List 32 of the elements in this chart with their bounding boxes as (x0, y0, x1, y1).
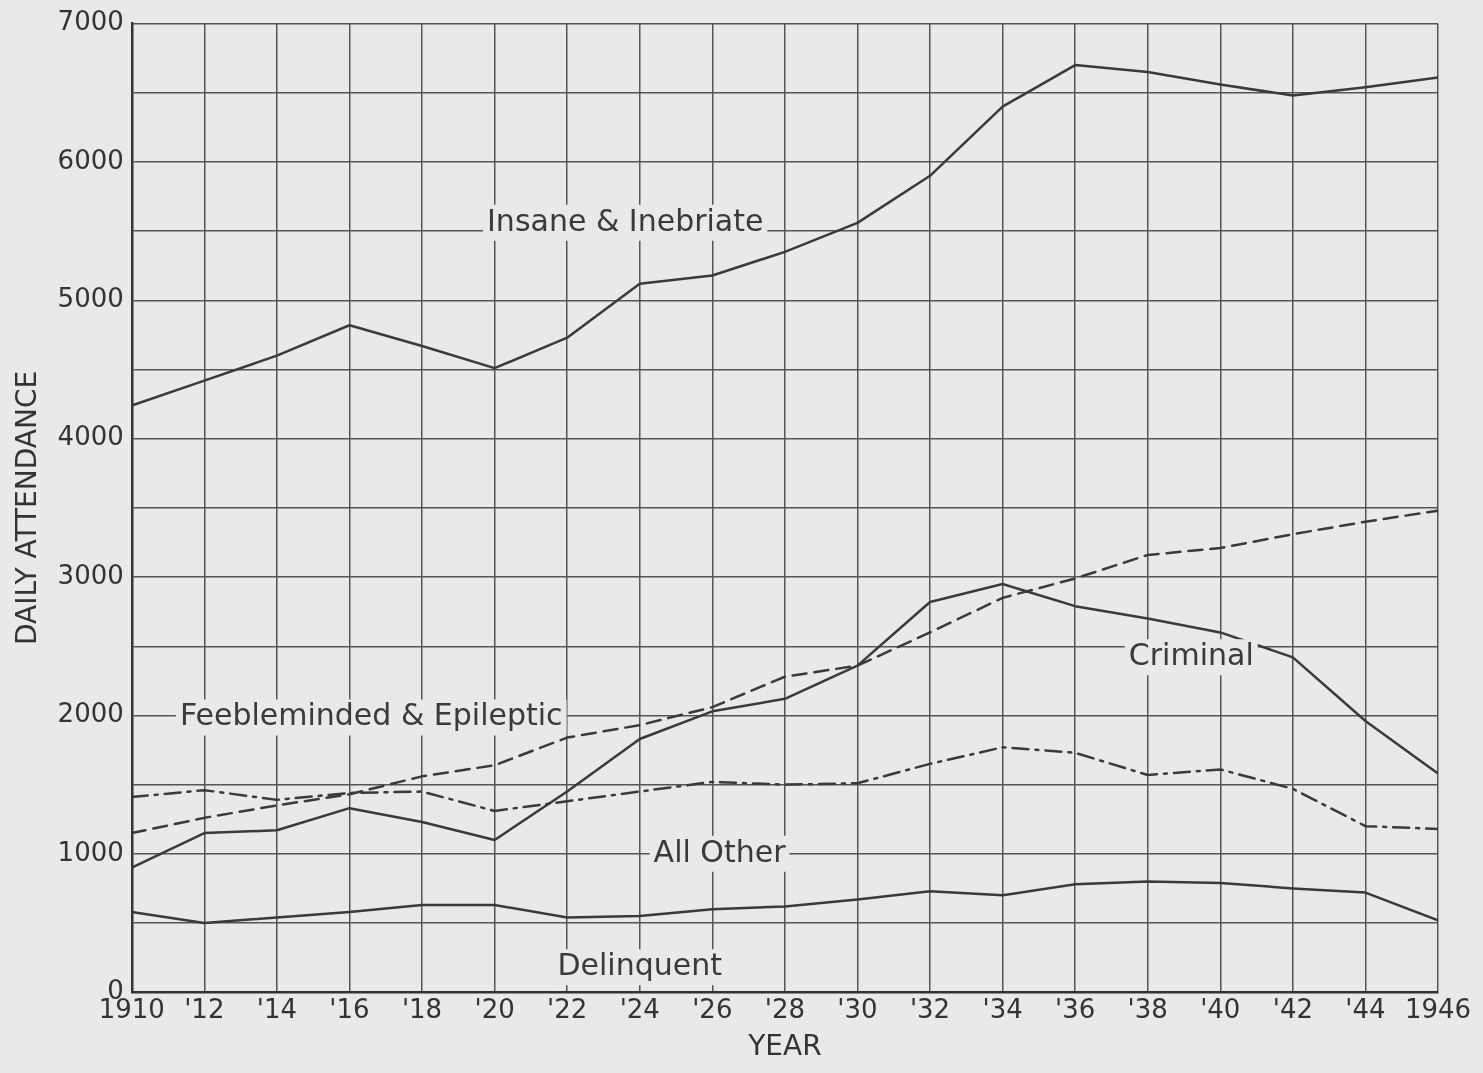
y-tick-label: 3000 (57, 559, 124, 590)
series-label: Delinquent (557, 947, 723, 983)
x-tick-label: '42 (1272, 993, 1313, 1024)
x-tick-label: '28 (764, 993, 805, 1024)
x-tick-label: '14 (256, 993, 298, 1024)
x-tick-label: '22 (547, 993, 588, 1024)
x-tick-label: '44 (1345, 993, 1386, 1024)
x-tick-label: '40 (1200, 993, 1241, 1024)
series-label: Feebleminded & Epileptic (179, 697, 563, 733)
x-tick-label: '30 (837, 993, 878, 1024)
series-label: Criminal (1128, 637, 1254, 673)
x-tick-label: '12 (184, 993, 225, 1024)
x-tick-label: '20 (474, 993, 515, 1024)
x-tick-label: 1946 (1404, 993, 1472, 1024)
x-tick-label: '24 (619, 993, 660, 1024)
x-tick-label: '16 (329, 993, 370, 1024)
y-tick-label: 7000 (57, 6, 124, 37)
y-tick-label: 2000 (57, 698, 124, 729)
y-tick-label: 6000 (57, 144, 124, 175)
y-axis-title: DAILY ATTENDANCE (10, 370, 44, 645)
x-tick-label: '26 (692, 993, 733, 1024)
series-label: All Other (653, 833, 787, 869)
x-tick-label: '18 (401, 993, 443, 1024)
x-tick-label: '32 (909, 993, 951, 1024)
x-tick-label: '36 (1055, 993, 1096, 1024)
x-axis-title: YEAR (747, 1029, 822, 1063)
x-tick-label: '38 (1127, 993, 1168, 1024)
y-tick-label: 4000 (57, 421, 124, 452)
series-label: Insane & Inebriate (487, 202, 764, 238)
y-tick-label: 5000 (57, 283, 124, 314)
y-tick-label: 1000 (57, 836, 124, 867)
x-tick-label: '34 (982, 993, 1023, 1024)
